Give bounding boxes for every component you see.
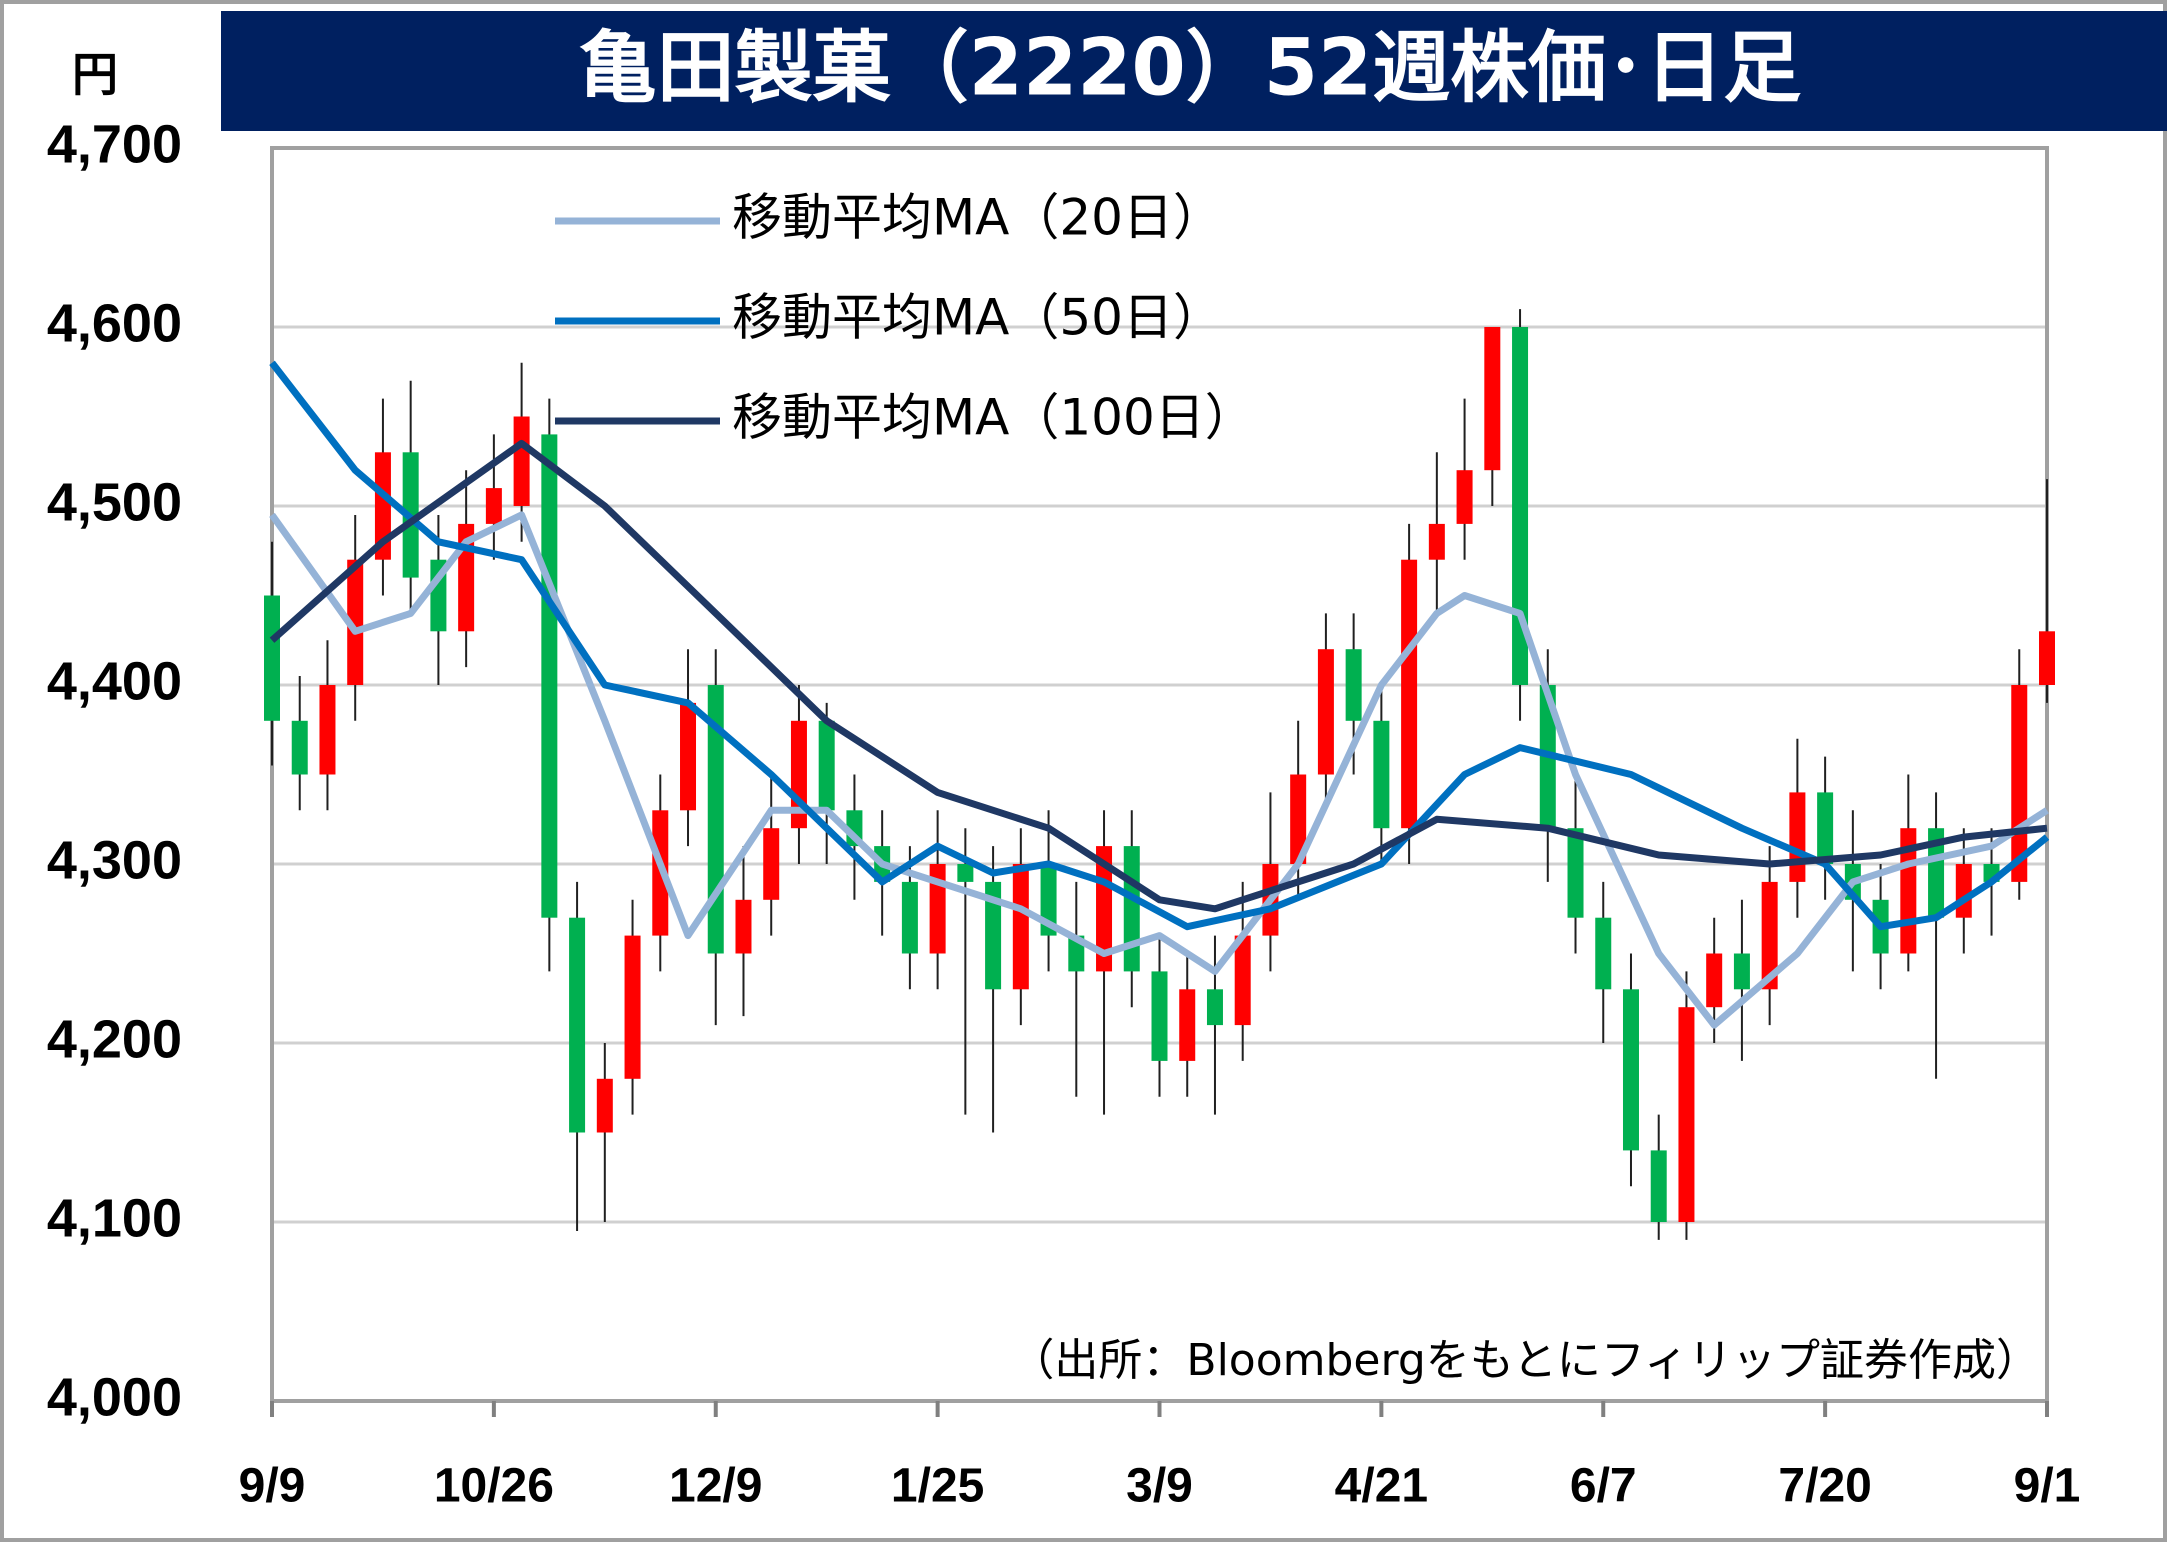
candle-body (1179, 989, 1196, 1061)
candle-body (319, 685, 336, 775)
legend-label: 移動平均MA（100日） (732, 389, 1255, 447)
candle-body (763, 828, 780, 900)
x-tick-label: 3/9 (1126, 1460, 1193, 1513)
y-tick-label: 4,400 (47, 651, 182, 711)
candle-body (957, 864, 974, 882)
candle-body (735, 899, 752, 954)
candle-body (1428, 523, 1445, 560)
legend-label: 移動平均MA（50日） (732, 289, 1223, 347)
x-tick-label: 1/25 (891, 1460, 984, 1513)
candle-body (1234, 935, 1251, 1026)
candle-body (1789, 792, 1806, 882)
candle-body (2039, 631, 2055, 685)
candle-body (818, 720, 835, 811)
candle-body (985, 881, 1002, 990)
candle-body (1678, 1007, 1695, 1222)
candle-body (291, 720, 308, 775)
y-tick-label: 4,200 (47, 1009, 182, 1069)
y-tick-label: 4,100 (47, 1188, 182, 1248)
candle-body (1595, 917, 1612, 990)
candle-body (1012, 864, 1029, 990)
candle-body (1733, 953, 1750, 990)
candle-body (901, 881, 918, 954)
candle-body (596, 1078, 613, 1133)
candle-body (1206, 989, 1223, 1026)
candle-body (1317, 649, 1334, 775)
candle-body (1401, 559, 1418, 829)
candle-body (1817, 792, 1834, 864)
candle-body (1955, 864, 1972, 918)
source-note: （出所：Bloombergをもとにフィリップ証券作成） (1010, 1335, 2040, 1386)
y-tick-label: 4,600 (47, 293, 182, 353)
plot-area: 4,000 4,100 4,200 4,300 4,400 4,500 4,600 4,700… (47, 114, 2081, 1512)
candle-body (1290, 774, 1307, 864)
x-tick-label: 7/20 (1778, 1460, 1871, 1513)
candle-body (541, 434, 558, 918)
candle-body (1151, 971, 1168, 1061)
candle-body (1622, 989, 1639, 1151)
candle-body (1567, 828, 1584, 918)
y-unit: 円 (72, 48, 118, 102)
candle-body (264, 595, 280, 721)
candle-body (1456, 470, 1473, 524)
moving-average-line (269, 360, 2050, 931)
candle-body (680, 702, 697, 811)
x-tick-label: 9/1 (2014, 1460, 2081, 1513)
y-tick-label: 4,500 (47, 472, 182, 532)
x-tick-label: 4/21 (1335, 1460, 1428, 1513)
candle-body (1512, 327, 1529, 685)
candle-body (1373, 720, 1390, 829)
x-tick-label: 10/26 (434, 1460, 554, 1513)
candle-body (624, 935, 641, 1079)
candle-body (374, 452, 391, 560)
x-tick-label: 9/9 (239, 1460, 306, 1513)
candle-body (513, 416, 530, 506)
candle-body (1123, 846, 1140, 972)
chart-title: 亀田製菓（2220）52週株価･日足 (579, 23, 1802, 113)
x-tick-label: 12/9 (669, 1460, 762, 1513)
y-tick-label: 4,300 (47, 830, 182, 890)
title-bar (221, 11, 2167, 131)
candle-body (569, 917, 586, 1133)
candle-body (1928, 828, 1945, 918)
candle-body (485, 488, 502, 524)
x-tick-label: 6/7 (1570, 1460, 1637, 1513)
candle-body (1650, 1150, 1667, 1222)
moving-average-line (269, 439, 2048, 913)
candle-body (1706, 953, 1723, 1008)
candle-body (1761, 881, 1778, 990)
candle-body (1484, 327, 1501, 471)
candle-body (1345, 649, 1362, 721)
candle-body (347, 559, 364, 685)
legend-label: 移動平均MA（20日） (732, 189, 1223, 247)
y-tick-label: 4,000 (47, 1367, 182, 1427)
y-tick-label: 4,700 (47, 114, 182, 174)
